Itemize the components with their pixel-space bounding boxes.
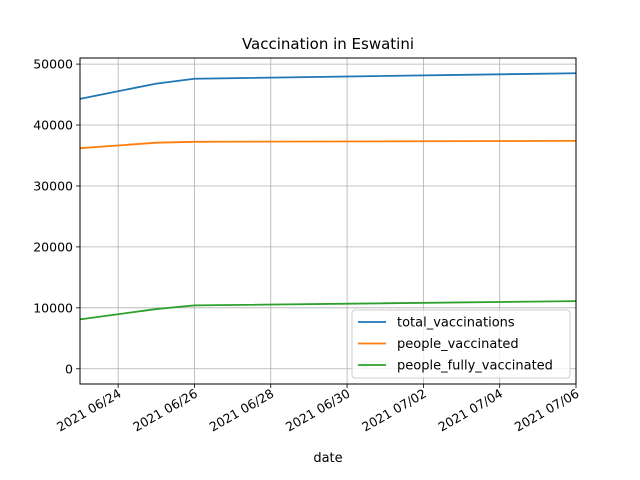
x-tick-label: 2021 07/02 — [359, 386, 429, 435]
y-tick-label: 20000 — [33, 239, 73, 254]
series-lines — [79, 72, 577, 321]
series-line-people-fully-vaccinated — [79, 300, 577, 321]
x-tick-label: 2021 06/30 — [283, 386, 353, 435]
legend: total_vaccinations people_vaccinatedpeopl… — [351, 309, 571, 379]
legend-entry: people_vaccinated — [397, 337, 519, 352]
legend-entry: people_fully_vaccinated — [397, 359, 553, 374]
legend-entry: total_vaccinations — [397, 316, 515, 331]
y-tick-label: 30000 — [33, 178, 73, 193]
x-tick-label: 2021 06/28 — [207, 386, 277, 435]
x-tick-label: 2021 07/04 — [436, 386, 506, 435]
x-tick-label: 2021 06/24 — [54, 386, 124, 435]
y-tick-label: 50000 — [33, 57, 73, 72]
chart-title: Vaccination in Eswatini — [242, 35, 414, 53]
series-line-total-vaccinations — [79, 72, 577, 100]
x-tick-label: 2021 06/26 — [130, 386, 200, 435]
legend-box — [351, 309, 571, 379]
y-tick-label: 10000 — [33, 300, 73, 315]
grid-lines — [80, 58, 577, 384]
y-tick-label: 40000 — [33, 118, 73, 133]
x-axis-label: date — [313, 451, 342, 466]
series-line-people-vaccinated — [79, 139, 577, 150]
x-tick-label: 2021 07/06 — [512, 386, 582, 435]
y-tick-label: 0 — [65, 361, 73, 376]
plot-frame — [79, 57, 577, 385]
